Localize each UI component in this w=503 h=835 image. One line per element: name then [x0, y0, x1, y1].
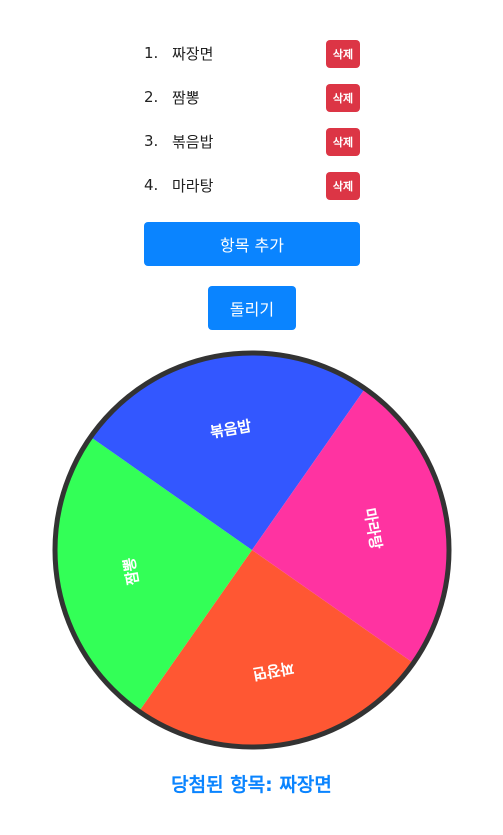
wheel-segment [252, 388, 449, 663]
item-list: 1. 짜장면 삭제 2. 짬뽕 삭제 3. 볶음밥 삭제 4. 마라탕 삭제 [144, 32, 360, 208]
delete-button[interactable]: 삭제 [326, 172, 360, 200]
list-item: 1. 짜장면 삭제 [144, 32, 360, 76]
wheel-segment-label: 짬뽕 [120, 556, 143, 587]
item-name: 마라탕 [172, 177, 214, 195]
delete-button[interactable]: 삭제 [326, 84, 360, 112]
wheel-segment [55, 437, 252, 712]
spin-button[interactable]: 돌리기 [208, 286, 296, 330]
wheel-segment [139, 550, 414, 747]
wheel-segment [90, 353, 365, 550]
list-item: 4. 마라탕 삭제 [144, 164, 360, 208]
delete-button[interactable]: 삭제 [326, 40, 360, 68]
delete-button[interactable]: 삭제 [326, 128, 360, 156]
item-name: 짜장면 [172, 45, 214, 63]
list-item: 3. 볶음밥 삭제 [144, 120, 360, 164]
item-name: 볶음밥 [172, 133, 214, 151]
add-item-button[interactable]: 항목 추가 [144, 222, 360, 266]
item-number: 1. [144, 44, 159, 62]
result-text: 당첨된 항목: 짜장면 [171, 774, 332, 796]
list-item: 2. 짬뽕 삭제 [144, 76, 360, 120]
item-number: 4. [144, 176, 159, 194]
wheel-border [52, 350, 452, 750]
item-number: 3. [144, 132, 159, 150]
item-name: 짬뽕 [172, 89, 200, 107]
item-number: 2. [144, 88, 159, 106]
